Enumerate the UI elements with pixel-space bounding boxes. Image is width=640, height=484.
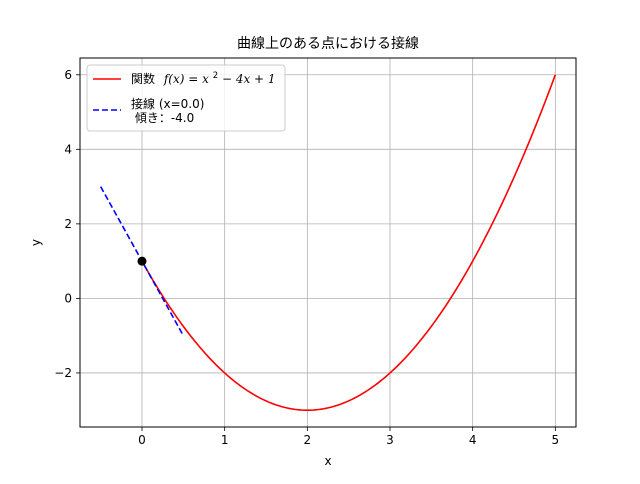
legend-label-tangent-line1: 接線 (x=0.0) <box>131 96 204 111</box>
x-tick-label: 2 <box>304 433 312 447</box>
legend-function-prefix: 関数 <box>131 71 155 86</box>
legend-function-math-tail: − 4x + 1 <box>222 72 276 86</box>
function-curve <box>141 74 557 412</box>
legend-label-function: 関数 f(x) = x 2 − 4x + 1 <box>131 67 276 86</box>
legend: 関数 f(x) = x 2 − 4x + 1 接線 (x=0.0) 傾き：-4.… <box>86 64 286 132</box>
y-axis-label: y <box>29 239 43 246</box>
plot-data <box>99 74 557 412</box>
y-tick-label: 0 <box>64 291 72 305</box>
ticks: 0 1 2 3 4 5 −2 0 2 4 6 <box>54 68 559 447</box>
x-tick-label: 3 <box>386 433 394 447</box>
x-tick-label: 5 <box>552 433 560 447</box>
y-tick-label: 6 <box>64 68 72 82</box>
tangent-point-marker <box>137 256 147 266</box>
y-tick-label: 4 <box>64 142 72 156</box>
chart-title: 曲線上のある点における接線 <box>237 35 419 52</box>
x-tick-label: 1 <box>221 433 229 447</box>
legend-function-exponent: 2 <box>213 71 218 81</box>
x-tick-label: 0 <box>138 433 146 447</box>
y-tick-label: 2 <box>64 217 72 231</box>
x-axis-label: x <box>324 454 331 468</box>
legend-box <box>86 64 286 132</box>
x-tick-label: 4 <box>469 433 477 447</box>
axes-frame <box>79 57 577 428</box>
legend-label-tangent-line2: 傾き：-4.0 <box>131 111 194 125</box>
legend-function-math: f(x) = x <box>163 72 209 86</box>
y-tick-label: −2 <box>54 366 72 380</box>
